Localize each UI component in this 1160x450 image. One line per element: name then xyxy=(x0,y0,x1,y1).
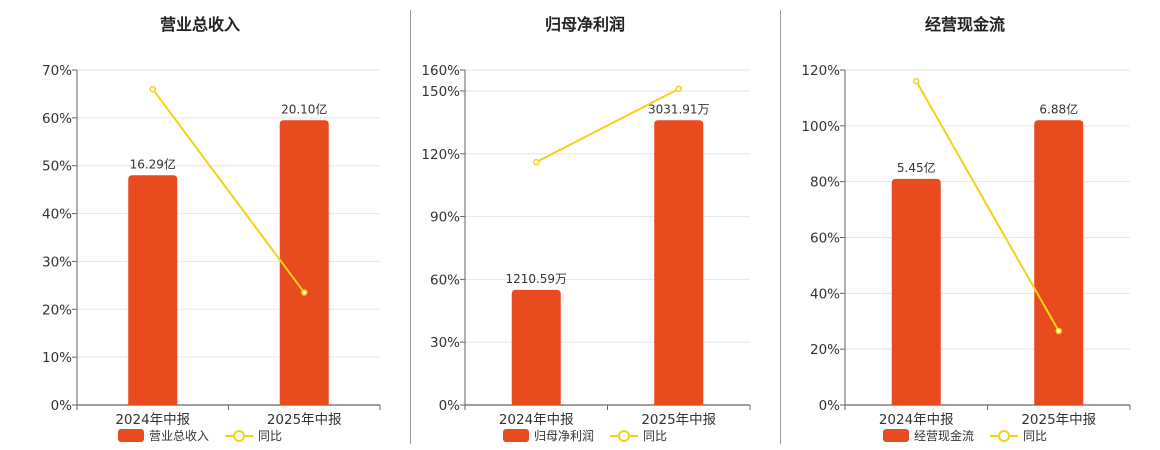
y-tick-label: 0% xyxy=(819,398,841,414)
legend-line-label: 同比 xyxy=(1023,429,1048,443)
yoy-point xyxy=(913,77,920,85)
y-tick-label: 120% xyxy=(801,63,840,79)
legend-bar-swatch xyxy=(502,429,529,442)
bar-data-label: 1210.59万 xyxy=(505,272,567,286)
legend-line-swatch xyxy=(610,429,638,443)
bar xyxy=(128,175,178,405)
y-tick-label: 20% xyxy=(42,302,72,318)
bar xyxy=(891,178,941,405)
chart-title: 经营现金流 xyxy=(924,15,1005,34)
bar xyxy=(279,120,329,405)
legend-line-label: 同比 xyxy=(643,429,668,443)
legend-item-line[interactable]: 同比 xyxy=(990,427,1047,444)
legend-item-bar[interactable]: 营业总收入 xyxy=(117,427,209,444)
yoy-point xyxy=(149,85,156,93)
bar-data-label: 6.88亿 xyxy=(1039,101,1078,116)
chart-panel-net-profit: 归母净利润 0% 30% 60% 90% 120% 150% 160% 2024年中报 2025… xyxy=(390,0,780,450)
chart-svg: 0% 30% 60% 90% 120% 150% 160% 2024年中报 2025年中报 121… xyxy=(421,63,751,428)
x-tick-label: 2024年中报 xyxy=(879,412,954,428)
x-tick-label: 2025年中报 xyxy=(267,412,342,428)
chart-svg: 0% 20% 40% 60% 80% 100% 120% 2024年中报 2025年中报 5.45… xyxy=(801,63,1131,428)
y-tick-label: 30% xyxy=(42,254,72,270)
y-tick-label: 60% xyxy=(42,111,72,127)
legend-line-swatch xyxy=(990,429,1018,443)
legend: 营业总收入 同比 xyxy=(0,427,400,444)
legend-item-bar[interactable]: 归母净利润 xyxy=(502,427,594,444)
panel-divider xyxy=(780,10,781,444)
y-tick-label: 90% xyxy=(430,210,460,226)
y-tick-label: 0% xyxy=(51,398,73,414)
y-tick-label: 70% xyxy=(42,63,72,79)
bar xyxy=(1034,120,1084,405)
y-tick-label: 150% xyxy=(421,84,460,100)
y-tick-label: 40% xyxy=(810,286,840,302)
bar xyxy=(511,289,561,405)
x-tick-label: 2024年中报 xyxy=(115,412,190,428)
y-tick-label: 160% xyxy=(421,63,460,79)
bar-data-label: 16.29亿 xyxy=(130,156,176,171)
y-tick-label: 0% xyxy=(439,398,461,414)
y-tick-label: 20% xyxy=(810,342,840,358)
legend-bar-swatch xyxy=(882,429,909,442)
yoy-point xyxy=(1055,327,1062,335)
x-tick-label: 2025年中报 xyxy=(641,412,716,428)
bar-data-label: 5.45亿 xyxy=(897,160,936,175)
y-tick-label: 50% xyxy=(42,159,72,175)
panel-divider xyxy=(410,10,411,444)
legend-bar-swatch xyxy=(117,429,144,442)
yoy-line xyxy=(151,88,306,294)
y-tick-label: 10% xyxy=(42,350,72,366)
chart-title: 营业总收入 xyxy=(159,15,240,34)
x-tick-label: 2025年中报 xyxy=(1021,412,1096,428)
chart-panel-cash-flow: 经营现金流 0% 20% 40% 60% 80% 100% 120% 2024年中报 2025年… xyxy=(770,0,1160,450)
legend-item-bar[interactable]: 经营现金流 xyxy=(882,427,974,444)
y-tick-label: 120% xyxy=(421,147,460,163)
legend-bar-label: 经营现金流 xyxy=(913,429,974,443)
yoy-point xyxy=(533,158,540,166)
y-tick-label: 60% xyxy=(810,231,840,247)
chart-title: 归母净利润 xyxy=(544,15,625,34)
yoy-point xyxy=(675,85,682,93)
x-tick-label: 2024年中报 xyxy=(499,412,574,428)
y-tick-label: 80% xyxy=(810,175,840,191)
yoy-line xyxy=(915,80,1060,332)
legend-item-line[interactable]: 同比 xyxy=(610,427,667,444)
bar-data-label: 20.10亿 xyxy=(281,101,327,116)
yoy-line xyxy=(535,87,680,164)
legend-line-swatch xyxy=(225,429,253,443)
bar-data-label: 3031.91万 xyxy=(648,102,710,116)
legend: 经营现金流 同比 xyxy=(770,427,1160,444)
chart-svg: 0% 10% 20% 30% 40% 50% 60% 70% 2024年中报 2025年中报 16.… xyxy=(42,63,381,428)
y-tick-label: 60% xyxy=(430,272,460,288)
y-tick-label: 100% xyxy=(801,119,840,135)
legend-bar-label: 营业总收入 xyxy=(148,429,209,443)
y-tick-label: 40% xyxy=(42,207,72,223)
yoy-point xyxy=(301,289,308,296)
y-tick-label: 30% xyxy=(430,335,460,351)
chart-panel-revenue: 营业总收入 0% 10% 20% 30% 40% 50% 60% 70% 2024年中报 2025… xyxy=(0,0,400,450)
bar xyxy=(654,120,704,405)
legend: 归母净利润 同比 xyxy=(390,427,780,444)
legend-bar-label: 归母净利润 xyxy=(533,429,594,443)
legend-line-label: 同比 xyxy=(258,429,283,443)
legend-item-line[interactable]: 同比 xyxy=(225,427,282,444)
